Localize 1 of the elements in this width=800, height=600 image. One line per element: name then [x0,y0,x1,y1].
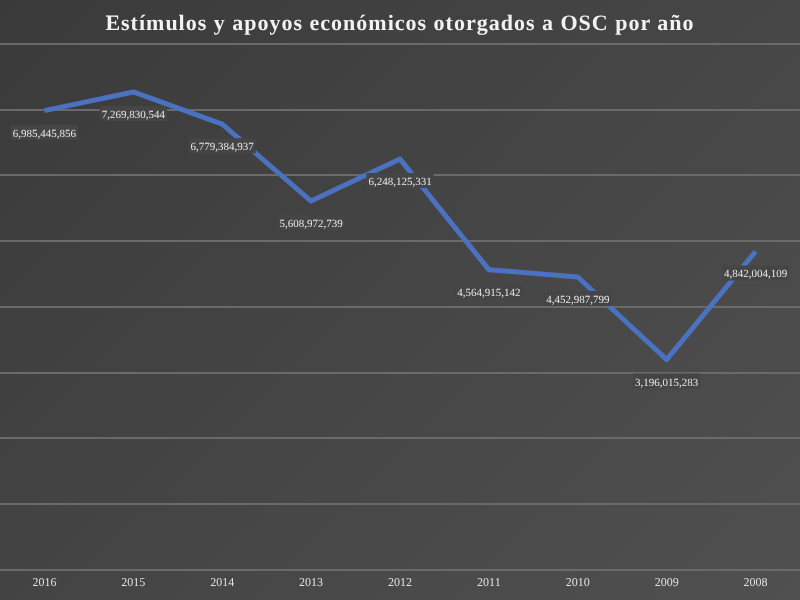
chart-title: Estímulos y apoyos económicos otorgados a OSC por año [103,12,697,36]
